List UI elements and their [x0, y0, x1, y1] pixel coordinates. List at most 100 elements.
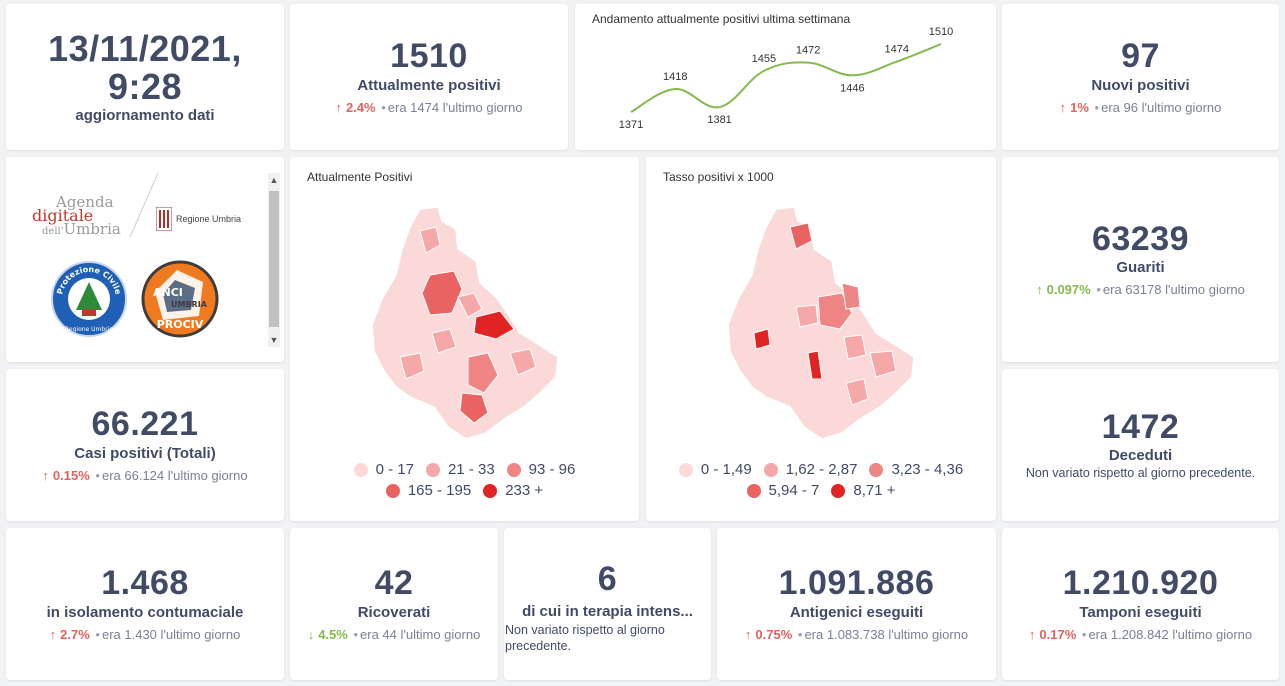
umbria-map-positivi — [371, 206, 559, 440]
legend-swatch — [385, 483, 400, 498]
logos-card: Agenda digitale dell'Umbria Regione Umbr… — [6, 157, 284, 362]
map-positivi-card: Attualmente Positivi 0 - 17 21 - 33 93 -… — [290, 157, 639, 521]
protezione-civile-logo: Protezione Civile Regione Umbria — [51, 261, 127, 337]
legend-label: 0 - 17 — [375, 461, 414, 478]
agenda-line3a: dell' — [42, 226, 64, 237]
agenda-line1: Agenda — [56, 193, 114, 211]
arrow-up-icon: ↑ — [1036, 282, 1043, 298]
delta-suffix: l'ultimo giorno — [1141, 99, 1222, 115]
legend-swatch — [763, 462, 778, 477]
nuovi-positivi-card: 97 Nuovi positivi ↑ 1% • era 96 l'ultimo g… — [1002, 4, 1279, 150]
delta-prev: era 1474 — [387, 99, 440, 115]
delta-prev: era 1.430 — [101, 626, 157, 642]
guariti-card: 63239 Guariti ↑ 0.097% • era 63178 l'ultim… — [1002, 157, 1279, 362]
delta-suffix: l'ultimo giorno — [442, 99, 523, 115]
terapia-value: 6 — [597, 560, 618, 598]
area-a — [421, 270, 463, 316]
legend-label: 21 - 33 — [447, 461, 495, 478]
tamponi-value: 1.210.920 — [1062, 564, 1219, 603]
legend-label: 8,71 + — [853, 482, 896, 499]
delta-prev: era 44 — [360, 626, 397, 642]
delta-prev: era 66.124 — [101, 467, 165, 483]
weekly-data-label: 1381 — [707, 114, 731, 126]
isolamento-delta: ↑ 2.7% • era 1.430 l'ultimo giorno — [50, 627, 241, 642]
region-shape — [371, 206, 559, 440]
legend-label: 233 + — [505, 482, 544, 499]
delta-pct: 0.17% — [1039, 626, 1077, 642]
guariti-value: 63239 — [1091, 219, 1190, 258]
weekly-line-chart: 1371 1418 1381 1455 1472 1446 1474 1510 — [619, 26, 953, 131]
area-d — [459, 392, 489, 424]
weekly-data-label: 1474 — [884, 44, 908, 56]
area-h — [509, 348, 537, 376]
arrow-up-icon: ↑ — [335, 99, 342, 115]
scrollbar-thumb[interactable] — [269, 191, 279, 327]
nuovi-positivi-label: Nuovi positivi — [1091, 76, 1190, 94]
area-e — [841, 282, 861, 310]
antigenici-value: 1.091.886 — [778, 564, 935, 603]
weekly-data-label: 1446 — [840, 82, 864, 94]
isolamento-card: 1.468 in isolamento contumaciale ↑ 2.7% •… — [6, 528, 284, 680]
legend-item: 0 - 17 — [353, 461, 414, 478]
arrow-up-icon: ↑ — [49, 626, 57, 642]
casi-totali-label: Casi positivi (Totali) — [74, 444, 216, 462]
legend-swatch — [353, 462, 368, 477]
deceduti-label: Deceduti — [1108, 447, 1173, 465]
delta-pct: 1% — [1070, 99, 1089, 115]
deceduti-card: 1472 Deceduti Non variato rispetto al gi… — [1002, 369, 1279, 521]
isolamento-value: 1.468 — [101, 564, 189, 603]
agenda-line3b: Umbria — [63, 220, 121, 238]
arrow-up-icon: ↑ — [1028, 626, 1036, 642]
scroll-down-icon[interactable]: ▼ — [269, 335, 279, 345]
attualmente-positivi-label: Attualmente positivi — [357, 76, 501, 94]
area-c — [807, 350, 823, 380]
dot-icon: • — [1094, 99, 1100, 115]
weekly-data-label: 1418 — [663, 71, 687, 83]
area-b — [473, 310, 515, 340]
area-e — [419, 226, 441, 254]
tamponi-delta: ↑ 0.17% • era 1.208.842 l'ultimo giorno — [1029, 627, 1252, 642]
dot-icon: • — [797, 626, 803, 642]
arrow-up-icon: ↑ — [1059, 99, 1067, 115]
arrow-up-icon: ↑ — [744, 626, 752, 642]
legend-label: 93 - 96 — [528, 461, 576, 478]
delta-pct: 0.15% — [52, 467, 90, 483]
attualmente-positivi-card: 1510 Attualmente positivi ↑ 2.4% • era 147… — [290, 4, 568, 150]
legend-item: 5,94 - 7 — [746, 482, 819, 499]
legend-item: 8,71 + — [831, 482, 896, 499]
map-positivi-legend: 0 - 17 21 - 33 93 - 96 165 - 195 233 + — [290, 461, 639, 499]
weekly-chart-title: Andamento attualmente positivi ultima se… — [592, 12, 851, 26]
weekly-data-label: 1472 — [796, 45, 820, 57]
delta-pct: 2.4% — [345, 99, 376, 115]
update-card: 13/11/2021, 9:28 aggiornamento dati — [6, 4, 284, 150]
legend-swatch — [506, 462, 521, 477]
terapia-card: 6 di cui in terapia intens... Non variat… — [504, 528, 711, 680]
logos-scrollbar[interactable]: ▲ ▼ — [268, 173, 280, 347]
area-h — [845, 378, 869, 406]
scroll-up-icon[interactable]: ▲ — [269, 175, 279, 185]
anci-prociv-logo: ANCI UMBRIA PROCIV — [141, 260, 219, 338]
area-c — [467, 352, 499, 394]
legend-item: 0 - 1,49 — [678, 461, 752, 478]
legend-item: 165 - 195 — [385, 482, 471, 499]
legend-swatch — [425, 462, 440, 477]
legend-swatch — [869, 462, 884, 477]
dot-icon: • — [1081, 626, 1087, 642]
delta-prev: era 1.083.738 — [804, 626, 885, 642]
legend-item: 233 + — [483, 482, 543, 499]
weekly-chart-card: Andamento attualmente positivi ultima se… — [575, 4, 996, 150]
map-tasso-title: Tasso positivi x 1000 — [663, 170, 774, 184]
legend-label: 1,62 - 2,87 — [785, 461, 858, 478]
arrow-up-icon: ↑ — [42, 467, 49, 483]
antigenici-delta: ↑ 0.75% • era 1.083.738 l'ultimo giorno — [745, 627, 968, 642]
casi-totali-delta: ↑ 0.15% • era 66.124 l'ultimo giorno — [42, 468, 247, 483]
area-g — [399, 352, 425, 380]
terapia-note: Non variato rispetto al giorno precedent… — [505, 623, 665, 653]
attualmente-positivi-delta: ↑ 2.4% • era 1474 l'ultimo giorno — [335, 100, 522, 115]
delta-pct: 0.097% — [1046, 282, 1091, 298]
guariti-label: Guariti — [1116, 259, 1165, 277]
legend-item: 3,23 - 4,36 — [869, 461, 963, 478]
legend-swatch — [678, 462, 693, 477]
dot-icon: • — [95, 467, 100, 483]
weekly-data-label: 1371 — [619, 119, 643, 131]
